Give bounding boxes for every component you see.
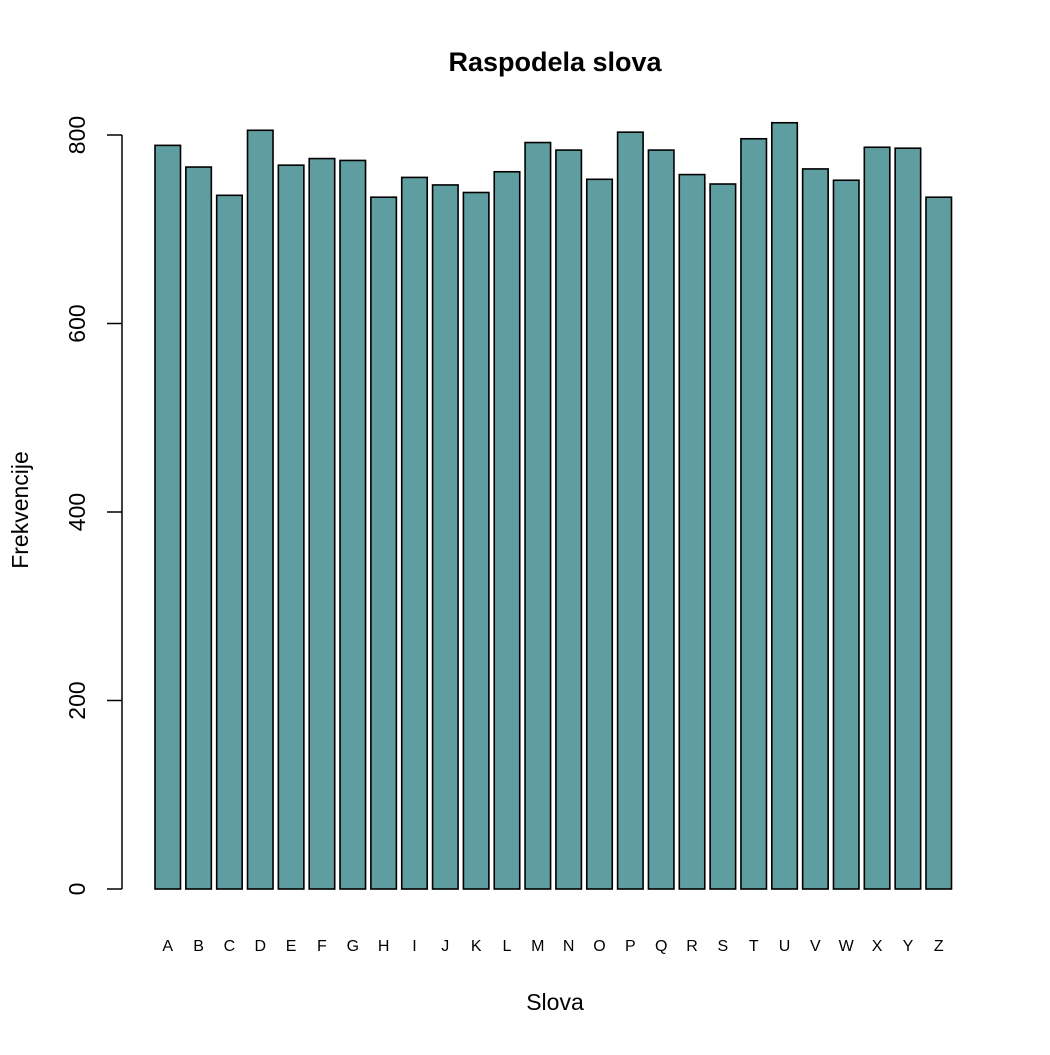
bar-L bbox=[493, 170, 521, 890]
bar-Y bbox=[894, 147, 922, 890]
bar-J bbox=[431, 184, 459, 890]
y-tick-label: 200 bbox=[64, 681, 90, 719]
x-tick-label: S bbox=[718, 938, 729, 955]
bar-R bbox=[678, 173, 706, 890]
x-tick-label: V bbox=[810, 938, 821, 955]
y-tick-label: 600 bbox=[64, 304, 90, 342]
bar-M bbox=[524, 141, 552, 890]
bar-E bbox=[277, 164, 305, 890]
x-tick-label: K bbox=[471, 938, 482, 955]
x-tick-label: X bbox=[872, 938, 883, 955]
y-tick-label: 800 bbox=[64, 116, 90, 154]
bar-Z bbox=[925, 196, 953, 890]
x-tick-label: Z bbox=[934, 938, 944, 955]
x-tick-label: M bbox=[531, 938, 544, 955]
bar-K bbox=[462, 191, 490, 890]
bar-D bbox=[246, 129, 274, 890]
x-tick-label: F bbox=[317, 938, 327, 955]
x-tick-label: J bbox=[441, 938, 449, 955]
bar-U bbox=[770, 121, 799, 890]
bar-V bbox=[801, 168, 829, 890]
x-tick-label: G bbox=[347, 938, 359, 955]
x-tick-label: I bbox=[412, 938, 416, 955]
bar-Q bbox=[647, 149, 675, 890]
bar-X bbox=[863, 146, 891, 890]
x-tick-label: E bbox=[286, 938, 297, 955]
x-tick-label: H bbox=[378, 938, 390, 955]
x-tick-label: T bbox=[749, 938, 759, 955]
bar-C bbox=[215, 194, 243, 890]
bar-B bbox=[185, 166, 213, 890]
x-tick-label: Y bbox=[903, 938, 914, 955]
x-tick-label: A bbox=[162, 938, 173, 955]
chart-title: Raspodela slova bbox=[448, 47, 662, 77]
x-tick-label: Q bbox=[655, 938, 667, 955]
x-tick-label: B bbox=[193, 938, 204, 955]
x-tick-label: W bbox=[839, 938, 855, 955]
bar-P bbox=[616, 131, 644, 890]
bar-W bbox=[832, 179, 860, 890]
x-tick-label: C bbox=[224, 938, 236, 955]
bars-group bbox=[154, 121, 953, 890]
bar-H bbox=[370, 196, 398, 890]
x-axis-label: Slova bbox=[526, 989, 584, 1015]
y-tick-label: 400 bbox=[64, 493, 90, 531]
x-tick-label: D bbox=[254, 938, 266, 955]
x-tick-label: U bbox=[779, 938, 791, 955]
bar-A bbox=[154, 144, 182, 890]
bar-F bbox=[308, 157, 336, 890]
x-tick-label: R bbox=[686, 938, 698, 955]
y-tick-label: 0 bbox=[64, 883, 90, 896]
bar-I bbox=[400, 176, 429, 890]
x-tick-label: L bbox=[503, 938, 512, 955]
y-axis-label: Frekvencije bbox=[7, 451, 33, 569]
bar-O bbox=[585, 178, 614, 890]
x-tick-label: O bbox=[593, 938, 605, 955]
bar-N bbox=[555, 149, 583, 890]
bar-G bbox=[339, 159, 367, 890]
x-tick-label: P bbox=[625, 938, 636, 955]
bar-S bbox=[709, 183, 737, 890]
y-axis: 0 200 400 600 800 bbox=[64, 116, 123, 896]
x-tick-label: N bbox=[563, 938, 575, 955]
bar-T bbox=[740, 137, 768, 890]
